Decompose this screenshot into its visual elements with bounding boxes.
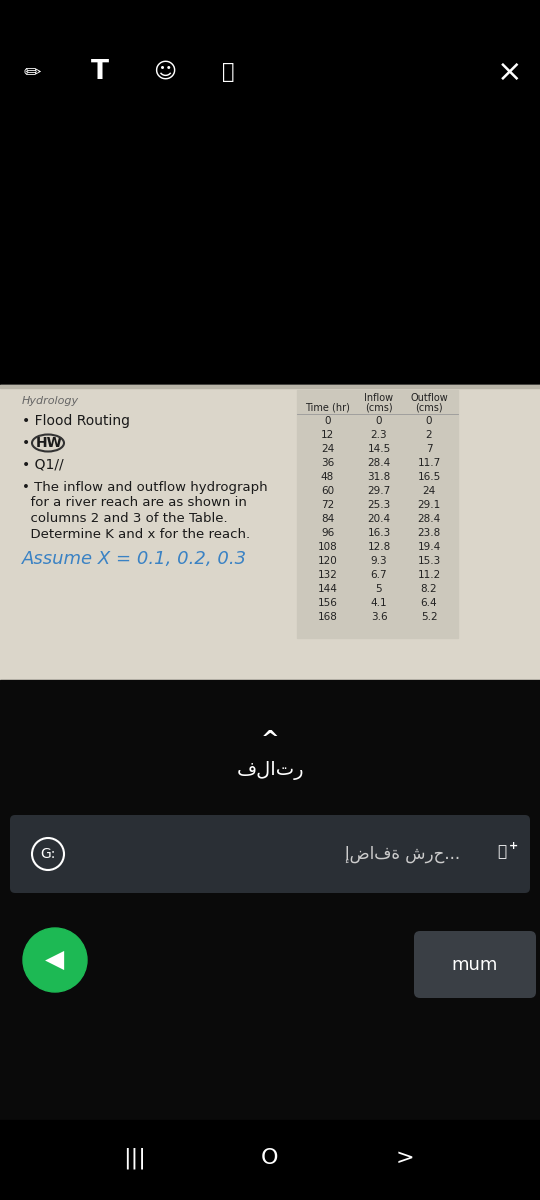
Text: 5: 5 bbox=[376, 584, 382, 594]
Text: فلاتر: فلاتر bbox=[237, 761, 303, 780]
Text: 11.2: 11.2 bbox=[417, 570, 441, 580]
Bar bbox=[297, 390, 458, 638]
Bar bbox=[0, 1120, 540, 1200]
Text: • Flood Routing: • Flood Routing bbox=[22, 414, 130, 428]
Text: ×: × bbox=[497, 58, 523, 86]
Circle shape bbox=[23, 928, 87, 992]
Text: T: T bbox=[91, 59, 109, 85]
Text: 96: 96 bbox=[321, 528, 334, 538]
Text: 120: 120 bbox=[318, 556, 338, 566]
Text: 168: 168 bbox=[318, 612, 338, 622]
Text: mum: mum bbox=[452, 955, 498, 973]
FancyBboxPatch shape bbox=[414, 931, 536, 998]
Text: |||: ||| bbox=[124, 1147, 146, 1169]
Text: 12: 12 bbox=[321, 430, 334, 440]
Text: (cms): (cms) bbox=[365, 403, 393, 413]
Text: Inflow: Inflow bbox=[364, 392, 394, 403]
Text: • Q1//: • Q1// bbox=[22, 458, 64, 472]
Bar bbox=[0, 385, 540, 680]
Text: 16.5: 16.5 bbox=[417, 472, 441, 482]
Bar bbox=[0, 680, 540, 1200]
Text: 108: 108 bbox=[318, 542, 338, 552]
Text: Assume X = 0.1, 0.2, 0.3: Assume X = 0.1, 0.2, 0.3 bbox=[22, 550, 247, 568]
Text: ◀: ◀ bbox=[45, 948, 65, 972]
Text: 28.4: 28.4 bbox=[417, 514, 441, 524]
Text: إضافة شرح...: إضافة شرح... bbox=[345, 845, 460, 863]
Text: Hydrology: Hydrology bbox=[22, 396, 79, 406]
Text: 7: 7 bbox=[426, 444, 433, 454]
Bar bbox=[0, 385, 540, 388]
Text: 16.3: 16.3 bbox=[367, 528, 390, 538]
Text: 🖼: 🖼 bbox=[497, 845, 507, 859]
Text: 29.1: 29.1 bbox=[417, 500, 441, 510]
Text: HW: HW bbox=[36, 436, 63, 450]
Text: ^: ^ bbox=[261, 730, 279, 750]
Text: 9.3: 9.3 bbox=[370, 556, 387, 566]
Text: >: > bbox=[396, 1148, 414, 1168]
Text: +: + bbox=[509, 841, 518, 851]
Text: 6.7: 6.7 bbox=[370, 570, 387, 580]
Text: 31.8: 31.8 bbox=[367, 472, 390, 482]
Text: 12.8: 12.8 bbox=[367, 542, 390, 552]
Text: 0: 0 bbox=[324, 416, 330, 426]
Text: Outflow: Outflow bbox=[410, 392, 448, 403]
Text: 72: 72 bbox=[321, 500, 334, 510]
Text: ☺: ☺ bbox=[153, 62, 177, 82]
Text: 23.8: 23.8 bbox=[417, 528, 441, 538]
Text: Time (hr): Time (hr) bbox=[305, 403, 350, 413]
Text: 132: 132 bbox=[318, 570, 338, 580]
Text: 5.2: 5.2 bbox=[421, 612, 437, 622]
Text: 84: 84 bbox=[321, 514, 334, 524]
Text: ⤢: ⤢ bbox=[222, 62, 234, 82]
Text: •: • bbox=[22, 436, 30, 450]
Text: (cms): (cms) bbox=[415, 403, 443, 413]
Text: 24: 24 bbox=[422, 486, 436, 496]
Text: 2: 2 bbox=[426, 430, 433, 440]
Text: • The inflow and outflow hydrograph: • The inflow and outflow hydrograph bbox=[22, 480, 268, 493]
Text: 15.3: 15.3 bbox=[417, 556, 441, 566]
FancyBboxPatch shape bbox=[10, 815, 530, 893]
Text: columns 2 and 3 of the Table.: columns 2 and 3 of the Table. bbox=[22, 512, 228, 526]
Text: 6.4: 6.4 bbox=[421, 598, 437, 608]
Text: for a river reach are as shown in: for a river reach are as shown in bbox=[22, 497, 247, 510]
Text: 14.5: 14.5 bbox=[367, 444, 390, 454]
Text: Determine K and x for the reach.: Determine K and x for the reach. bbox=[22, 528, 250, 541]
Text: 0: 0 bbox=[426, 416, 432, 426]
Text: O: O bbox=[261, 1148, 279, 1168]
Text: 60: 60 bbox=[321, 486, 334, 496]
Text: 0: 0 bbox=[376, 416, 382, 426]
Text: 24: 24 bbox=[321, 444, 334, 454]
Text: 36: 36 bbox=[321, 458, 334, 468]
Text: 20.4: 20.4 bbox=[367, 514, 390, 524]
Text: 11.7: 11.7 bbox=[417, 458, 441, 468]
Text: 2.3: 2.3 bbox=[370, 430, 387, 440]
Text: G:: G: bbox=[40, 847, 56, 862]
Text: ✏: ✏ bbox=[23, 62, 40, 82]
Text: 156: 156 bbox=[318, 598, 338, 608]
Text: 28.4: 28.4 bbox=[367, 458, 390, 468]
Text: 8.2: 8.2 bbox=[421, 584, 437, 594]
Text: 3.6: 3.6 bbox=[370, 612, 387, 622]
Text: 29.7: 29.7 bbox=[367, 486, 390, 496]
Text: 48: 48 bbox=[321, 472, 334, 482]
Text: 19.4: 19.4 bbox=[417, 542, 441, 552]
Text: 4.1: 4.1 bbox=[370, 598, 387, 608]
Text: 144: 144 bbox=[318, 584, 338, 594]
Text: 25.3: 25.3 bbox=[367, 500, 390, 510]
